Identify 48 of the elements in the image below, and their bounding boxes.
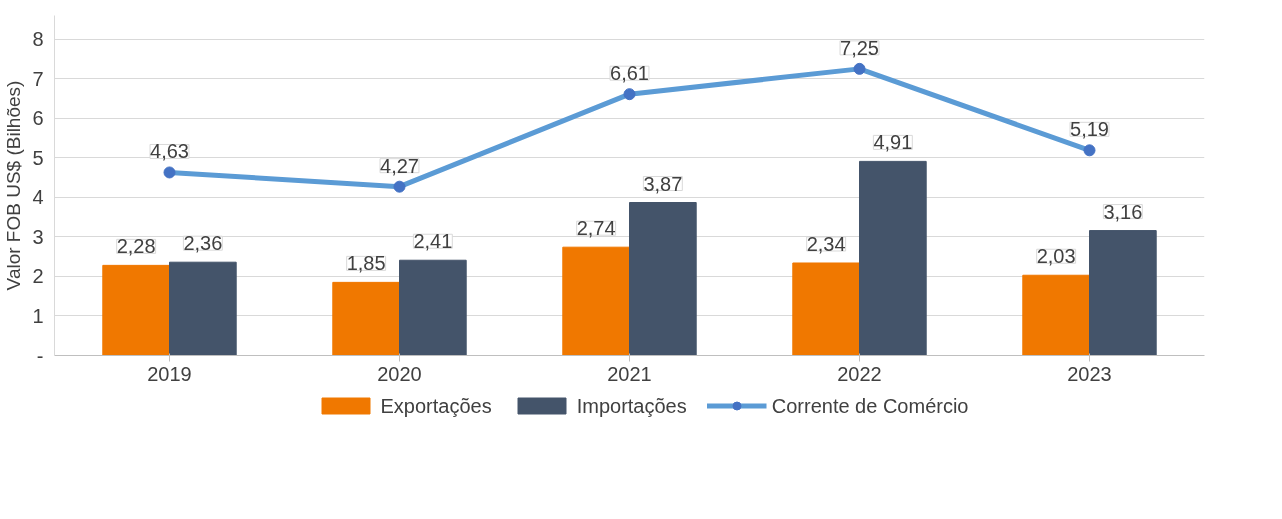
bar (399, 259, 467, 356)
bar (562, 246, 630, 356)
data-label: 2,36 (183, 232, 223, 255)
legend-label: Importações (576, 394, 687, 417)
bar (332, 281, 400, 356)
y-tick-label: - (36, 344, 44, 367)
x-tick-label: 2023 (1067, 362, 1112, 385)
y-tick-label: 8 (32, 28, 44, 51)
point (163, 166, 176, 179)
y-tick-label: 5 (32, 146, 44, 169)
point (623, 88, 636, 101)
y-tick-label: 6 (32, 107, 44, 130)
x-tick-label: 2022 (837, 362, 882, 385)
data-label: 2,28 (116, 235, 156, 258)
x-tick-label: 2020 (377, 362, 422, 385)
data-label: 7,25 (840, 36, 879, 59)
y-tick-label: 2 (32, 265, 44, 288)
y-tick-label: 3 (32, 225, 44, 248)
data-label: 4,91 (873, 131, 913, 154)
bar (792, 262, 860, 356)
bar (1022, 274, 1090, 356)
data-label: 3,87 (643, 172, 683, 195)
data-label: 6,61 (610, 62, 649, 85)
bar (102, 264, 170, 356)
x-tick-label: 2019 (147, 362, 192, 385)
data-label: 2,34 (806, 232, 846, 255)
data-label: 4,63 (150, 140, 189, 163)
point (1083, 144, 1096, 157)
data-label: 2,74 (576, 217, 616, 240)
y-tick-label: 7 (32, 67, 44, 90)
bar (629, 202, 697, 356)
y-tick-label: 1 (32, 304, 44, 327)
data-label: 2,41 (413, 230, 453, 253)
point (393, 180, 406, 193)
bar (169, 261, 237, 356)
data-label: 5,19 (1070, 118, 1109, 141)
bar (1089, 230, 1157, 356)
y-axis-title: Valor FOB US$ (Bilhões) (3, 80, 25, 291)
bar (859, 160, 927, 356)
x-tick-label: 2021 (607, 362, 652, 385)
data-label: 2,03 (1036, 245, 1076, 268)
y-tick-label: 4 (32, 186, 44, 209)
point (853, 62, 866, 75)
data-label: 3,16 (1103, 200, 1143, 223)
legend-label: Corrente de Comércio (771, 394, 969, 417)
legend-label: Exportações (380, 394, 492, 417)
data-label: 4,27 (380, 154, 419, 177)
data-label: 1,85 (346, 252, 386, 275)
